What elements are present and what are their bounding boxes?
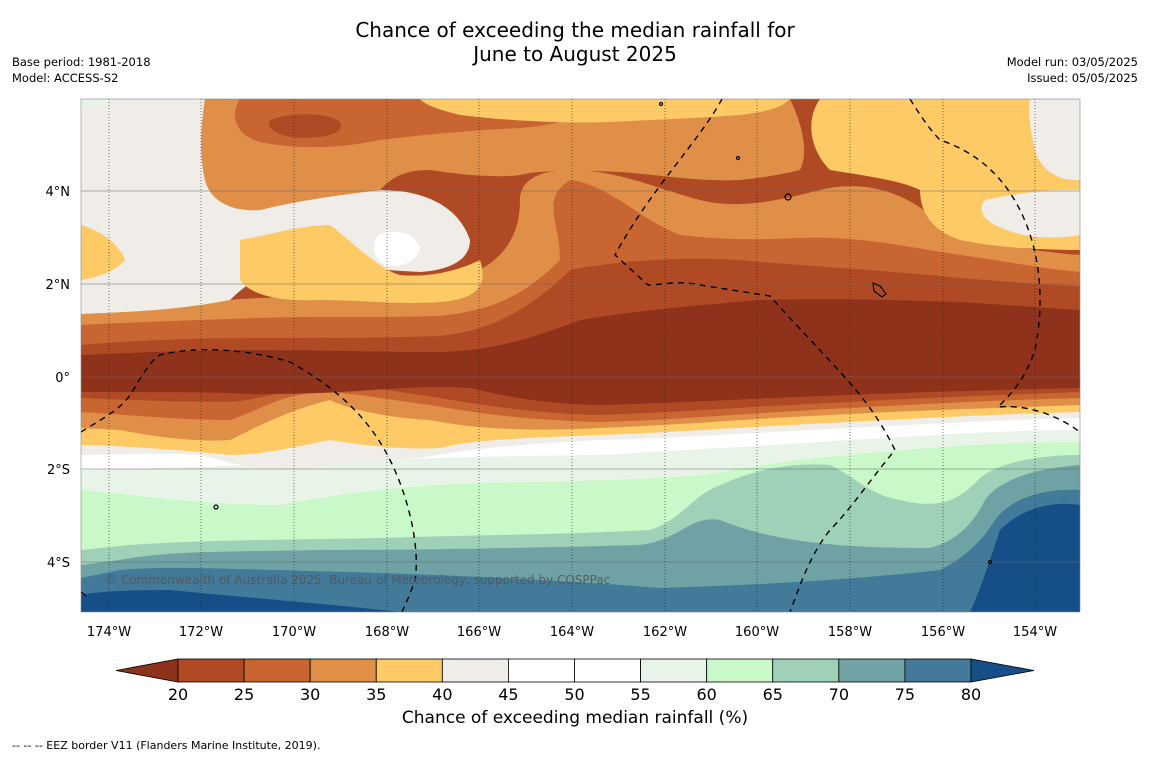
colorbar-bin-70_75 <box>838 658 906 683</box>
colorbar-bin-35_40 <box>375 658 443 683</box>
colorbar-tick-label: 80 <box>961 685 981 704</box>
island-marker <box>658 101 664 107</box>
colorbar-tick-label: 60 <box>696 685 716 704</box>
colorbar-tick-label: 20 <box>168 685 188 704</box>
map-frame <box>80 98 1081 613</box>
band-35-40-nw <box>81 225 125 280</box>
colorbar-tick-label: 75 <box>895 685 915 704</box>
colorbar-bin-45_50 <box>508 658 575 683</box>
colorbar-bin-65_70 <box>772 658 840 683</box>
lon-label: 174°W <box>87 625 131 640</box>
lat-label: 2°N <box>46 278 71 293</box>
band-below-20 <box>81 299 1080 405</box>
base-period-text: Base period: 1981-2018 <box>12 55 151 69</box>
colorbar-bin-20_25 <box>177 658 245 683</box>
band-30-35-north <box>81 170 1080 325</box>
lon-label: 172°W <box>179 625 223 640</box>
lat-label: 0° <box>55 371 70 386</box>
colorbar-tick-label: 30 <box>300 685 320 704</box>
title-line-1: Chance of exceeding the median rainfall … <box>355 18 795 42</box>
lat-label: 4°S <box>47 556 70 571</box>
colorbar-bin-25_30 <box>243 658 311 683</box>
colorbar-bin-30_35 <box>309 658 377 683</box>
colorbar-bin-60_65 <box>706 658 774 683</box>
lon-label: 164°W <box>550 625 594 640</box>
island-marker <box>213 504 219 510</box>
lon-label: 156°W <box>921 625 965 640</box>
lon-label: 158°W <box>828 625 872 640</box>
issued-text: Issued: 05/05/2025 <box>1027 71 1138 85</box>
lon-label: 162°W <box>643 625 687 640</box>
rainfall-map-field <box>81 99 1080 612</box>
colorbar-label: Chance of exceeding median rainfall (%) <box>401 708 749 728</box>
lon-label: 166°W <box>457 625 501 640</box>
colorbar-bin-55_60 <box>640 658 708 683</box>
band-35-40-top <box>420 99 790 123</box>
colorbar: 20 25 30 35 40 45 50 55 60 65 70 75 80 <box>115 658 1035 704</box>
lon-label: 170°W <box>272 625 316 640</box>
islands <box>213 101 993 565</box>
band-40-45-east <box>981 189 1080 238</box>
model-run-text: Model run: 03/05/2025 <box>1006 55 1138 69</box>
band-35-40-mid <box>240 225 483 303</box>
colorbar-tick-label: 50 <box>564 685 584 704</box>
eez-border-northeast <box>909 99 1080 433</box>
lon-label: 154°W <box>1013 625 1057 640</box>
island-marker <box>872 282 887 298</box>
band-25-30-north <box>81 180 1080 345</box>
colorbar-tick-label: 40 <box>432 685 452 704</box>
lat-label: 4°N <box>46 185 71 200</box>
island-marker <box>735 155 741 161</box>
island-marker <box>784 193 792 201</box>
colorbar-extend-high <box>970 658 1035 683</box>
colorbar-extend-low <box>115 658 179 683</box>
eez-borders <box>81 99 1080 612</box>
eez-footnote: -- -- -- EEZ border V11 (Flanders Marine… <box>12 739 321 752</box>
chart-title: Chance of exceeding the median rainfall … <box>0 18 1150 66</box>
colorbar-tick-label: 65 <box>763 685 783 704</box>
eez-border-west <box>81 349 417 612</box>
band-30-35-top <box>201 99 805 211</box>
colorbar-bin-40_45 <box>441 658 509 683</box>
band-55-60-corner <box>81 99 115 110</box>
copyright-text: © Commonwealth of Australia 2025, Bureau… <box>105 573 610 587</box>
colorbar-tick-label: 35 <box>366 685 386 704</box>
metadata-right: Model run: 03/05/2025 Issued: 05/05/2025 <box>1007 54 1138 86</box>
colorbar-bin-75_80 <box>904 658 972 683</box>
colorbar-tick-label: 55 <box>630 685 650 704</box>
colorbar-tick-label: 45 <box>498 685 518 704</box>
band-40-45-ne <box>1029 99 1080 181</box>
lon-label: 168°W <box>365 625 409 640</box>
colorbar-tick-label: 70 <box>829 685 849 704</box>
band-20-25-north <box>81 258 1080 355</box>
model-text: Model: ACCESS-S2 <box>12 71 119 85</box>
title-line-2: June to August 2025 <box>473 42 677 66</box>
lon-label: 160°W <box>735 625 779 640</box>
axis-labels: 174°W 172°W 170°W 168°W 166°W 164°W 162°W 160°W… <box>46 185 1058 640</box>
band-50-55-nw-patch <box>374 231 420 266</box>
eez-border-north <box>614 99 896 612</box>
graticule <box>81 99 1080 612</box>
island-marker <box>987 559 993 565</box>
metadata-left: Base period: 1981-2018 Model: ACCESS-S2 <box>12 54 151 86</box>
band-20-25-top <box>268 114 341 138</box>
colorbar-tick-label: 25 <box>234 685 254 704</box>
colorbar-bin-50_55 <box>574 658 641 683</box>
lat-label: 2°S <box>47 463 70 478</box>
eez-border-sw <box>81 591 87 597</box>
